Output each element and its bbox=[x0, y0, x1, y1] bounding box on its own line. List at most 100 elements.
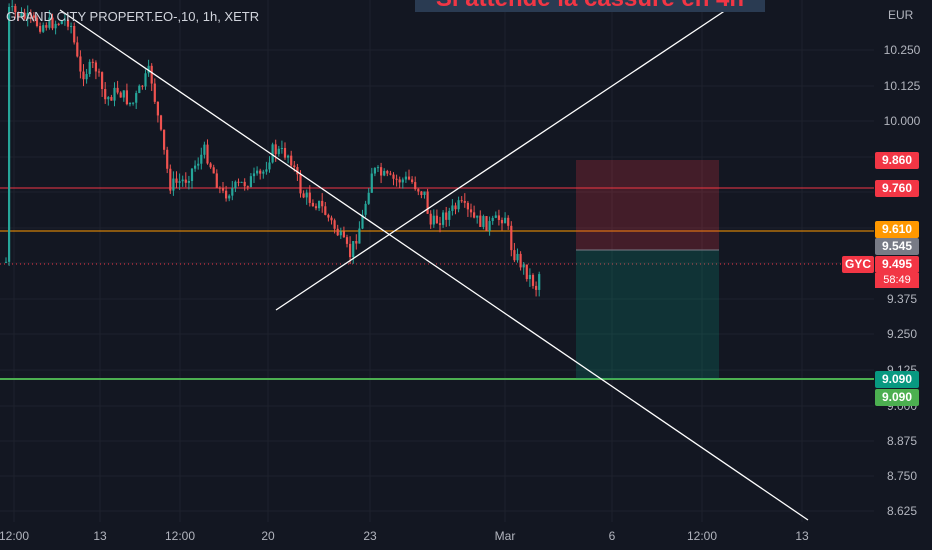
candle-body bbox=[57, 23, 60, 25]
candle-body bbox=[411, 179, 414, 183]
candle-body bbox=[125, 90, 128, 105]
candle-body bbox=[187, 181, 190, 183]
candle-body bbox=[66, 19, 70, 27]
candle-body bbox=[225, 190, 228, 199]
candle-body bbox=[352, 241, 355, 258]
candle-body bbox=[262, 171, 265, 174]
price-tick: 10.000 bbox=[883, 114, 921, 128]
candle-body bbox=[88, 61, 91, 75]
time-tick: 12:00 bbox=[0, 529, 30, 543]
candle-body bbox=[54, 23, 57, 29]
candlestick-series bbox=[4, 0, 541, 297]
candle-body bbox=[221, 187, 225, 191]
price-tick: 9.250 bbox=[886, 327, 918, 341]
candle-body bbox=[330, 217, 333, 221]
candle-body bbox=[113, 87, 116, 101]
candle-body bbox=[194, 165, 197, 169]
target-price-badge: 9.090 bbox=[875, 371, 919, 388]
candle-body bbox=[35, 17, 39, 26]
candle-body bbox=[274, 144, 277, 155]
candle-body bbox=[20, 12, 23, 18]
candle-body bbox=[39, 25, 42, 32]
last-price-badge: 9.495 bbox=[875, 256, 919, 273]
candle-body bbox=[249, 176, 252, 188]
time-tick: 6 bbox=[608, 529, 616, 543]
candle-body bbox=[373, 168, 376, 174]
candle-body bbox=[454, 205, 457, 210]
candle-body bbox=[327, 214, 330, 218]
candle-body bbox=[252, 173, 256, 177]
annotation-banner[interactable]: Si attende la cassure en 4h bbox=[415, 0, 765, 12]
candle-body bbox=[91, 61, 94, 63]
candle-body bbox=[141, 85, 144, 87]
candle-body bbox=[364, 203, 367, 215]
candle-body bbox=[85, 74, 88, 80]
candle-body bbox=[51, 17, 54, 29]
price-tick: 8.625 bbox=[886, 504, 918, 518]
target-alt-price-badge: 9.090 bbox=[875, 389, 919, 406]
candle-body bbox=[401, 179, 404, 183]
candle-body bbox=[463, 200, 466, 203]
candle-body bbox=[488, 221, 491, 231]
candle-body bbox=[404, 176, 407, 180]
candle-body bbox=[237, 181, 240, 183]
candle-body bbox=[150, 65, 153, 84]
candle-body bbox=[116, 87, 119, 93]
candle-body bbox=[500, 219, 504, 224]
candle-body bbox=[407, 176, 411, 180]
candle-body bbox=[299, 174, 302, 194]
candle-body bbox=[132, 102, 135, 104]
position-price-badge: 9.545 bbox=[875, 238, 919, 255]
candle-body bbox=[60, 20, 63, 25]
candle-body bbox=[361, 214, 364, 229]
candle-body bbox=[417, 189, 420, 192]
stop-loss-zone[interactable] bbox=[576, 160, 719, 250]
candle-body bbox=[318, 200, 321, 209]
descending-trendline[interactable] bbox=[59, 9, 809, 521]
resistance-price-badge: 9.760 bbox=[875, 180, 919, 197]
candle-body bbox=[163, 129, 166, 150]
candle-body bbox=[280, 147, 283, 149]
candle-body bbox=[376, 167, 380, 169]
candle-body bbox=[531, 274, 535, 286]
candle-body bbox=[14, 6, 17, 13]
candle-body bbox=[314, 206, 318, 209]
time-tick: 13 bbox=[93, 529, 107, 543]
time-tick: 20 bbox=[261, 529, 275, 543]
candle-body bbox=[423, 191, 426, 195]
symbol-title[interactable]: GRAND CITY PROPERT.EO-,10, 1h, XETR bbox=[6, 9, 260, 24]
candle-body bbox=[451, 205, 454, 211]
candle-body bbox=[138, 85, 141, 94]
candle-body bbox=[311, 202, 314, 207]
candle-body bbox=[135, 93, 138, 103]
candle-body bbox=[215, 173, 218, 188]
candle-body bbox=[290, 155, 293, 166]
candle-body bbox=[345, 237, 349, 244]
candle-body bbox=[485, 216, 488, 231]
candle-body bbox=[97, 71, 101, 73]
candle-body bbox=[355, 241, 358, 244]
candle-body bbox=[333, 220, 336, 229]
candle-body bbox=[32, 15, 35, 18]
candle-body bbox=[256, 170, 259, 174]
candle-body bbox=[231, 188, 234, 196]
candle-body bbox=[128, 102, 132, 105]
candle-body bbox=[94, 62, 97, 72]
candle-body bbox=[169, 168, 172, 191]
ascending-trendline[interactable] bbox=[275, 9, 727, 311]
candle-body bbox=[342, 231, 345, 238]
candle-body bbox=[246, 186, 249, 188]
take-profit-zone[interactable] bbox=[576, 250, 719, 379]
candle-body bbox=[107, 97, 110, 100]
candle-body bbox=[26, 12, 29, 19]
candle-body bbox=[448, 210, 451, 220]
candle-body bbox=[324, 206, 327, 215]
candle-body bbox=[48, 17, 51, 28]
candle-body bbox=[476, 215, 479, 218]
candle-body bbox=[42, 25, 45, 32]
candle-body bbox=[29, 12, 32, 16]
candle-body bbox=[234, 181, 237, 189]
candle-body bbox=[159, 115, 163, 130]
candle-body bbox=[466, 202, 469, 210]
